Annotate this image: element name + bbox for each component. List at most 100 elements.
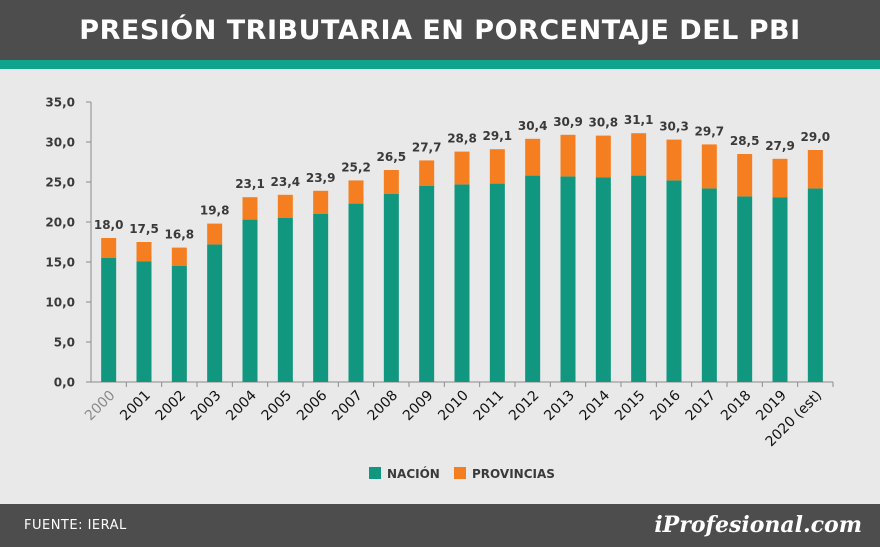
bar-provincias	[101, 238, 117, 258]
footer-bar: FUENTE: IERAL iProfesional.com	[0, 504, 880, 547]
y-tick-label: 15,0	[45, 256, 75, 270]
data-label-total: 30,4	[518, 119, 548, 133]
x-tick-label: 2004	[223, 387, 260, 424]
bar-provincias	[454, 151, 470, 185]
bar-nacion	[136, 261, 152, 382]
y-tick-label: 25,0	[45, 176, 75, 190]
bar-provincias	[171, 247, 187, 266]
x-tick-label: 2003	[188, 388, 225, 425]
data-label-total: 27,7	[412, 140, 442, 154]
legend-label-provincias: PROVINCIAS	[472, 467, 555, 481]
data-label-total: 30,9	[553, 115, 583, 129]
bar-nacion	[101, 258, 117, 382]
bar-provincias	[136, 242, 152, 262]
data-label-total: 30,8	[589, 116, 619, 130]
bar-provincias	[489, 149, 505, 184]
x-tick-label: 2005	[259, 388, 296, 425]
data-label-total: 28,8	[447, 132, 477, 146]
chart-area: 0,0 5,0 10,0 15,0 20,0 25,0 30,0 35,0 18,0 2000 17…	[0, 69, 880, 504]
data-label-total: 25,2	[341, 160, 371, 174]
x-tick-label: 2006	[294, 387, 331, 424]
legend-swatch-provincias	[454, 467, 466, 479]
y-tick-label: 20,0	[45, 216, 75, 230]
bar-provincias	[348, 180, 364, 204]
bar-provincias	[383, 170, 399, 194]
y-tick-label: 0,0	[54, 376, 75, 390]
stacked-bar-chart: 0,0 5,0 10,0 15,0 20,0 25,0 30,0 35,0 18,0 2000 17…	[45, 96, 834, 481]
x-tick-label: 2008	[365, 388, 402, 425]
bar-nacion	[737, 196, 753, 382]
bar-nacion	[666, 180, 682, 382]
bar-nacion	[171, 266, 187, 382]
data-label-total: 23,1	[235, 177, 265, 191]
data-label-total: 29,0	[801, 130, 831, 144]
bar-provincias	[207, 223, 223, 245]
bar-provincias	[419, 160, 435, 186]
legend-swatch-nacion	[369, 467, 381, 479]
data-label-total: 23,4	[271, 175, 301, 189]
bar-provincias	[666, 139, 682, 181]
bar-provincias	[525, 138, 541, 176]
y-tick-label: 30,0	[45, 136, 75, 150]
bar-provincias	[807, 150, 823, 189]
data-label-total: 27,9	[765, 139, 795, 153]
bar-nacion	[489, 183, 505, 382]
data-label-total: 31,1	[624, 113, 654, 127]
y-tick-label: 10,0	[45, 296, 75, 310]
bar-provincias	[701, 144, 717, 189]
x-tick-label: 2011	[471, 388, 508, 425]
data-label-total: 26,5	[377, 150, 407, 164]
accent-stripe	[0, 60, 880, 69]
x-tick-label: 2007	[329, 388, 366, 425]
x-tick-label: 2012	[506, 388, 543, 425]
data-label-total: 29,7	[695, 124, 725, 138]
bar-provincias	[772, 158, 788, 198]
bar-nacion	[772, 197, 788, 382]
x-tick-label: 2014	[577, 387, 614, 424]
data-label-total: 28,5	[730, 134, 760, 148]
bar-nacion	[454, 184, 470, 382]
x-tick-label: 2017	[683, 388, 720, 425]
x-tick-label: 2002	[153, 388, 190, 425]
bar-nacion	[419, 186, 435, 382]
data-label-total: 18,0	[94, 218, 124, 232]
x-tick-label: 2013	[541, 388, 578, 425]
bar-nacion	[207, 244, 223, 382]
x-tick-label: 2001	[117, 388, 154, 425]
y-tick-label: 35,0	[45, 96, 75, 110]
bar-provincias	[560, 134, 576, 177]
bar-provincias	[242, 197, 258, 220]
x-tick-label: 2010	[435, 388, 472, 425]
bar-nacion	[807, 188, 823, 382]
bar-nacion	[560, 176, 576, 382]
y-tick-label: 5,0	[54, 336, 75, 350]
x-tick-label: 2009	[400, 388, 437, 425]
source-label: FUENTE: IERAL	[24, 518, 127, 533]
bar-provincias	[631, 133, 647, 176]
bar-provincias	[737, 154, 753, 197]
bar-provincias	[595, 135, 611, 178]
bar-nacion	[242, 219, 258, 382]
data-label-total: 16,8	[165, 228, 195, 242]
page-title: PRESIÓN TRIBUTARIA EN PORCENTAJE DEL PBI	[79, 15, 801, 46]
header-bar: PRESIÓN TRIBUTARIA EN PORCENTAJE DEL PBI	[0, 0, 880, 60]
data-label-total: 17,5	[129, 222, 159, 236]
x-tick-label: 2016	[647, 387, 684, 424]
bar-nacion	[348, 203, 364, 382]
bar-nacion	[701, 188, 717, 382]
bar-nacion	[277, 218, 293, 382]
bar-nacion	[631, 175, 647, 382]
x-tick-label: 2000	[82, 388, 119, 425]
data-label-total: 30,3	[659, 120, 689, 134]
x-tick-label: 2015	[612, 388, 649, 425]
bar-provincias	[277, 194, 293, 218]
bar-nacion	[313, 214, 329, 382]
data-label-total: 29,1	[483, 129, 513, 143]
bar-provincias	[313, 190, 329, 214]
bar-nacion	[383, 194, 399, 382]
data-label-total: 19,8	[200, 204, 230, 218]
x-tick-label: 2018	[718, 388, 755, 425]
bar-nacion	[525, 175, 541, 382]
brand-logo: iProfesional.com	[654, 512, 862, 538]
data-label-total: 23,9	[306, 171, 336, 185]
